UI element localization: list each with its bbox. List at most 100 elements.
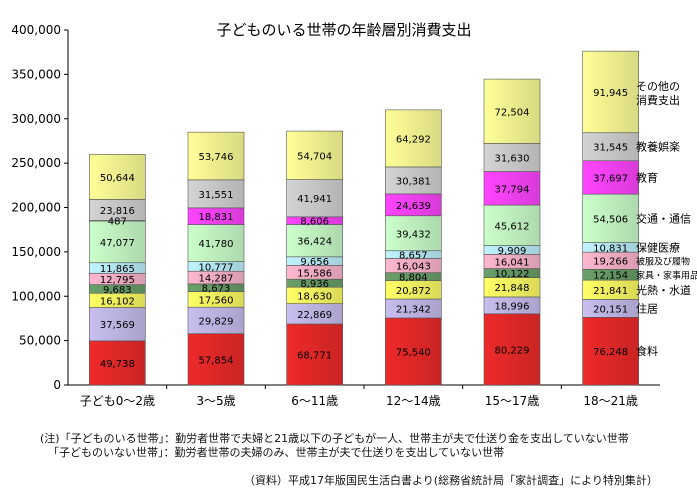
y-tick-label: 200,000 (11, 201, 61, 215)
bar-segment (483, 204, 541, 246)
data-label: 8,606 (300, 217, 329, 228)
data-label: 31,545 (593, 143, 628, 154)
data-label: 30,381 (396, 176, 431, 187)
chart-title: 子どものいる世帯の年齢層別消費支出 (216, 21, 471, 39)
data-label: 12,795 (100, 275, 135, 286)
bar-segment (385, 317, 442, 386)
y-tick-label: 400,000 (11, 23, 61, 37)
bar-segment (89, 307, 146, 342)
bar-segment (385, 166, 442, 195)
data-label: 41,941 (297, 194, 332, 205)
data-label: 54,506 (593, 214, 628, 225)
x-tick-label: 15～17歳 (485, 394, 540, 408)
data-label: 16,043 (396, 262, 431, 273)
data-label: 10,122 (495, 269, 530, 280)
data-label: 53,746 (199, 152, 234, 163)
legend-label: 交通・通信 (636, 211, 691, 225)
data-label: 12,154 (593, 271, 628, 282)
data-label: 11,865 (100, 264, 135, 275)
data-label: 8,804 (399, 273, 428, 284)
data-label: 10,831 (593, 243, 628, 254)
bar-segment (582, 193, 639, 243)
x-tick-label: 12～14歳 (386, 394, 441, 408)
legend-label: 教養娯楽 (636, 140, 680, 154)
y-tick-label: 300,000 (11, 112, 61, 126)
data-label: 15,586 (297, 268, 332, 279)
data-label: 17,560 (199, 295, 234, 306)
bar-segment (286, 130, 343, 180)
bar-segment (187, 224, 245, 262)
data-label: 31,551 (199, 190, 234, 201)
data-label: 8,657 (399, 251, 428, 262)
data-label: 20,872 (396, 286, 431, 297)
data-label: 50,644 (100, 173, 135, 184)
legend-label: 食料 (636, 344, 658, 358)
axes: 0 50,000 100,000 150,000 200,000 250,000 300,0… (11, 23, 660, 408)
legend-label: 保健医療 (636, 240, 680, 254)
data-label: 75,540 (396, 347, 431, 358)
bar-segment (483, 171, 541, 206)
data-label: 64,292 (396, 134, 431, 145)
bar-segment (187, 131, 245, 181)
y-tick-label: 50,000 (19, 334, 61, 348)
data-label: 22,869 (297, 310, 332, 321)
data-label: 39,432 (396, 229, 431, 240)
source-note: （資料）平成17年版国民生活白書より(総務省統計局「家計調査」により特別集計） (244, 474, 658, 487)
legend-label: その他の (636, 80, 680, 93)
bar-segment (582, 160, 639, 195)
legend-label: 住居 (636, 301, 658, 315)
data-label: 57,854 (199, 355, 234, 366)
data-label: 20,151 (593, 304, 628, 315)
data-label: 24,639 (396, 201, 431, 212)
legend-label: 教育 (636, 170, 658, 184)
data-label: 41,780 (199, 239, 234, 250)
x-tick-label: 子ども0～2歳 (80, 394, 155, 408)
y-tick-label: 100,000 (11, 289, 61, 303)
bar-segment (286, 323, 343, 386)
bar-segment (187, 333, 245, 386)
data-label: 72,504 (495, 107, 530, 118)
data-label: 16,102 (100, 296, 135, 307)
y-tick-label: 0 (53, 378, 61, 392)
x-tick-label: 18～21歳 (583, 394, 638, 408)
bar-segment (385, 109, 442, 168)
data-label: 49,738 (100, 359, 135, 370)
data-label: 80,229 (495, 345, 530, 356)
data-label: 9,656 (300, 257, 329, 268)
data-label: 8,673 (202, 284, 231, 295)
y-tick-label: 350,000 (11, 67, 61, 81)
data-label: 9,683 (103, 285, 132, 296)
bar-segment (187, 306, 245, 334)
legend-label: 被服及び履物 (636, 256, 690, 268)
bar-segment (385, 215, 442, 252)
bar-segment (582, 132, 639, 162)
y-tick-label: 150,000 (11, 245, 61, 259)
data-label: 91,945 (593, 88, 628, 99)
bar-segment (483, 78, 541, 144)
bar-segment (582, 50, 639, 134)
bar-segment (483, 313, 541, 386)
legend-label: 家具・家事用品 (636, 270, 697, 282)
data-label: 31,630 (495, 153, 530, 164)
data-label: 18,831 (199, 212, 234, 223)
data-label: 8,936 (300, 279, 329, 290)
data-label: 23,816 (100, 206, 135, 217)
data-label: 10,777 (199, 262, 234, 273)
data-label: 29,829 (199, 316, 234, 327)
data-label: 21,841 (593, 286, 628, 297)
data-label: 18,996 (495, 301, 530, 312)
data-label: 36,424 (297, 237, 332, 248)
data-label: 47,077 (100, 238, 135, 249)
data-label: 21,342 (396, 304, 431, 315)
data-label: 18,630 (297, 291, 332, 302)
bar-segment (286, 179, 343, 218)
data-label: 9,909 (498, 246, 527, 257)
x-tick-label: 3～5歳 (196, 394, 235, 408)
data-label: 45,612 (495, 221, 530, 232)
note-line-1: (注)「子どものいる世帯」：勤労者世帯で夫婦と21歳以下の子どもが一人、世帯主が… (40, 432, 629, 445)
data-label: 68,771 (297, 350, 332, 361)
data-label: 37,569 (100, 320, 135, 331)
data-label: 37,794 (495, 184, 530, 195)
